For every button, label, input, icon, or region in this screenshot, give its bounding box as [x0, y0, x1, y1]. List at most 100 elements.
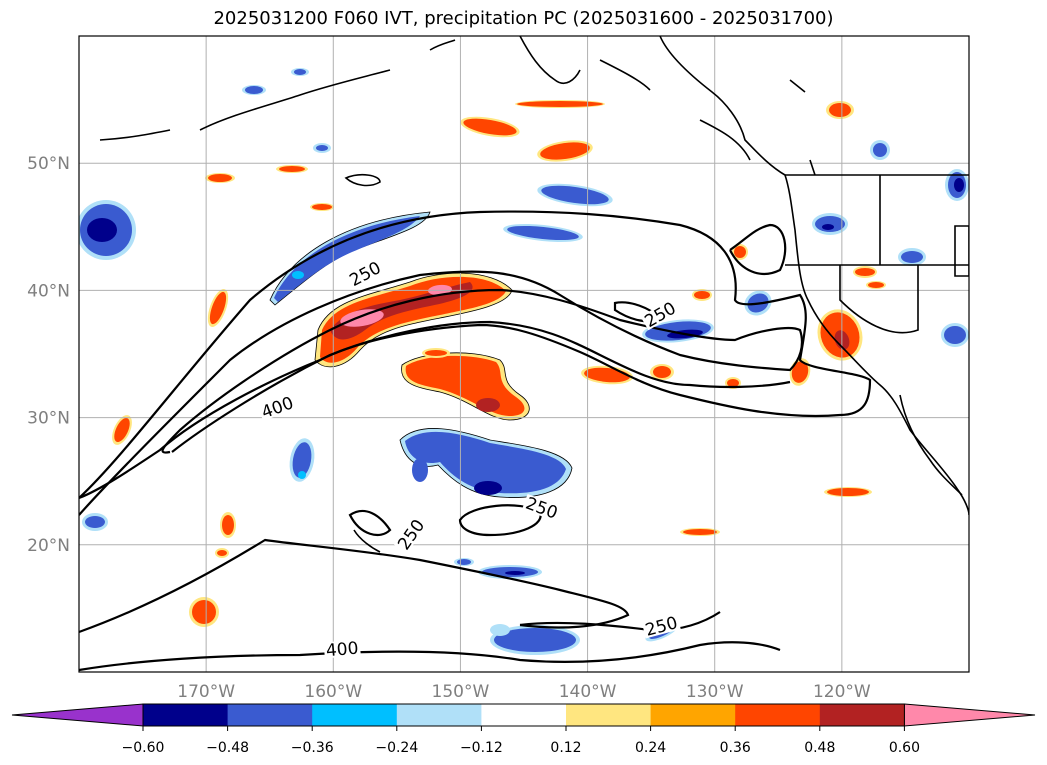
region-pos-121n	[826, 101, 854, 119]
colorbar-swatch	[227, 704, 313, 726]
map-frame	[78, 35, 970, 673]
region-pos-168ss	[215, 548, 229, 558]
colorbar-swatch	[735, 704, 821, 726]
coastline-segment	[353, 529, 381, 553]
colorbar-extend-high	[903, 703, 1036, 727]
region-neg-112	[941, 323, 969, 347]
colorbar-tick-label: −0.48	[206, 740, 249, 756]
coastlines	[99, 36, 969, 553]
region-neg-121	[812, 213, 848, 235]
colorbar-tick-label: −0.60	[122, 740, 165, 756]
contour-label-bg	[257, 393, 297, 421]
region-pos-130	[692, 289, 712, 301]
colorbar-tick-label: 0.60	[889, 740, 920, 756]
region-pos-169	[207, 289, 229, 327]
region-neg-150	[537, 183, 613, 207]
colorbar-swatch	[481, 704, 567, 726]
lon-tick-label: 150°W	[432, 682, 490, 702]
colorbar-swatch	[143, 704, 229, 726]
region-neg-165n	[242, 85, 266, 95]
coastline-segment	[199, 69, 391, 131]
ivt-contour-line	[79, 538, 630, 634]
lon-tick-label: 140°W	[559, 682, 617, 702]
region-pos-135	[650, 364, 674, 380]
gridlines	[79, 36, 969, 672]
region-pos-ca	[817, 309, 863, 361]
region-pos-150n	[460, 116, 520, 138]
coastline-segment	[344, 173, 381, 187]
region-neg-150s	[454, 558, 474, 566]
colorbar-swatch	[566, 704, 652, 726]
region-pos-120s	[824, 487, 872, 497]
region-neg-163	[289, 438, 315, 482]
region-neg-145s	[478, 565, 542, 579]
lon-tick-label: 160°W	[304, 682, 362, 702]
ivt-contour-line	[79, 641, 781, 672]
lon-tick-label: 130°W	[686, 682, 744, 702]
region-pos-118	[853, 266, 877, 278]
region-pos-band	[401, 352, 530, 421]
lat-tick-label: 20°N	[27, 536, 70, 556]
contour-label-bg	[345, 258, 385, 290]
region-pos-152	[422, 348, 450, 358]
region-neg-subtropical	[399, 428, 573, 498]
contour-label-bg	[393, 515, 428, 554]
region-pos-117	[866, 281, 886, 289]
ivt-contour-line	[458, 504, 542, 537]
region-pos-169n	[205, 173, 235, 183]
coastline-segment	[99, 129, 171, 141]
region-pos-131s	[680, 528, 720, 536]
colorbar-swatch	[396, 704, 482, 726]
colorbar-tick-label: 0.36	[720, 740, 751, 756]
lat-tick-label: 30°N	[27, 409, 70, 429]
region-pos-177	[112, 415, 132, 445]
region-pos-144n	[537, 140, 593, 162]
region-neg-160n	[313, 143, 331, 153]
colorbar-frame	[142, 703, 905, 727]
ivt-contours	[79, 210, 872, 672]
lon-tick-label: 120°W	[813, 682, 871, 702]
coastline-segment	[519, 36, 581, 85]
axis-tick-labels: 170°W 160°W 150°W 140°W 130°W 120°W 20°N 30°N 40…	[27, 154, 871, 702]
colorbar-tick-label: 0.48	[804, 740, 835, 756]
colorbar-tick-label: −0.36	[291, 740, 334, 756]
contour-label-bg	[323, 639, 361, 659]
colorbar-extend-low	[11, 703, 144, 727]
colorbar-tick-label: −0.24	[375, 740, 418, 756]
ivt-contour-line	[171, 320, 791, 453]
ivt-contour-line	[729, 223, 787, 275]
contour-label-bg	[522, 494, 562, 522]
contour-label-bg	[640, 298, 680, 331]
colorbar-tick-label: −0.12	[460, 740, 503, 756]
coastline-segment	[789, 79, 806, 93]
region-neg-band-north	[269, 211, 431, 306]
coastline-segment	[954, 225, 969, 277]
coastline-segment	[899, 394, 963, 496]
coastline-segment	[429, 39, 456, 51]
coastline-segment	[699, 119, 751, 161]
colorbar-swatch	[819, 704, 905, 726]
contour-label: 400	[325, 639, 359, 662]
region-neg-bottom	[490, 624, 580, 655]
colorbar-tick-label: 0.12	[550, 740, 581, 756]
contour-label-bg	[641, 613, 681, 639]
ivt-contour-line	[79, 270, 804, 516]
lon-tick-label: 170°W	[177, 682, 235, 702]
region-pos-168s	[220, 512, 236, 538]
colorbar-swatch	[312, 704, 398, 726]
region-neg-117	[870, 140, 890, 160]
region-pos-145n	[515, 100, 605, 108]
region-neg-nw	[79, 200, 136, 260]
coastline-segment	[839, 265, 919, 334]
coastline-segment	[599, 59, 651, 91]
lat-tick-label: 50°N	[27, 154, 70, 174]
colorbar-tick-label: 0.24	[635, 740, 666, 756]
colorbar: −0.60 −0.48 −0.36 −0.24 −0.12 0.12 0.24 0.36 0.4…	[11, 703, 1036, 756]
lat-tick-label: 40°N	[27, 281, 70, 301]
colorbar-swatch	[650, 704, 736, 726]
region-pos-126	[732, 244, 748, 260]
region-neg-145	[503, 224, 583, 242]
chart-title: 2025031200 F060 IVT, precipitation PC (2…	[213, 8, 834, 29]
region-neg-178	[82, 513, 108, 531]
